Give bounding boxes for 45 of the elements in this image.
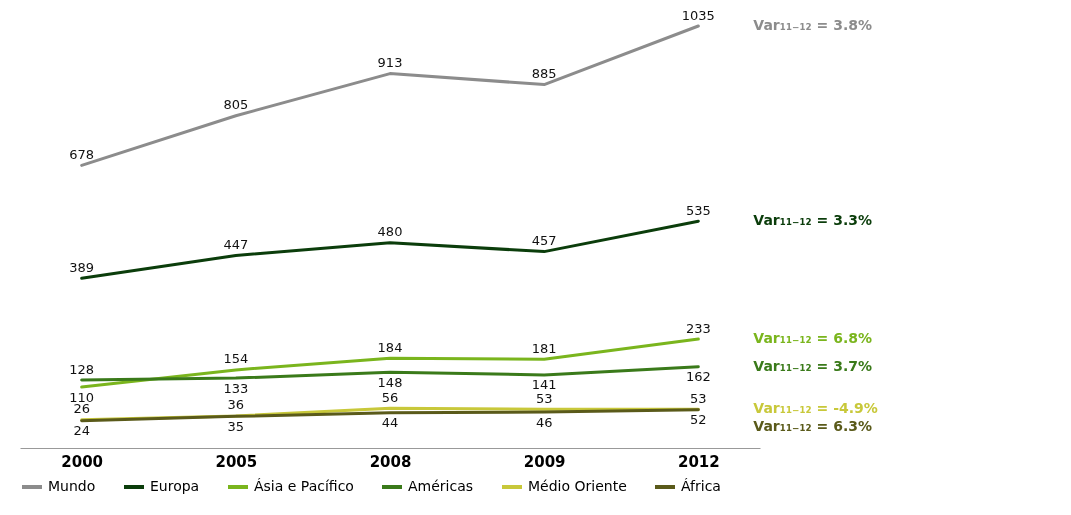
data-label: 53 xyxy=(690,390,707,406)
annotation: Var₁₁₋₁₂ = -4.9% xyxy=(753,400,878,417)
data-label: 35 xyxy=(227,418,245,434)
x-tick-label: 2005 xyxy=(215,452,258,471)
legend-label: Américas xyxy=(408,478,474,494)
data-label: 162 xyxy=(685,369,711,385)
data-label: 36 xyxy=(227,397,245,413)
data-label: 24 xyxy=(73,423,90,439)
data-label: 128 xyxy=(69,361,95,377)
annotation: Var₁₁₋₁₂ = 6.3% xyxy=(753,418,872,435)
data-label: 184 xyxy=(377,339,403,355)
data-label: 56 xyxy=(381,389,399,405)
data-label: 678 xyxy=(69,146,95,162)
annotation: Var₁₁₋₁₂ = 3.7% xyxy=(753,357,872,374)
data-label: 447 xyxy=(223,237,249,253)
data-label: 805 xyxy=(223,97,249,113)
data-label: 480 xyxy=(377,224,403,240)
data-label: 535 xyxy=(685,202,711,218)
legend-label: Europa xyxy=(150,478,200,494)
data-label: 52 xyxy=(690,412,707,428)
data-label: 44 xyxy=(381,415,399,431)
data-label: 913 xyxy=(377,55,403,71)
x-tick-label: 2008 xyxy=(369,452,412,471)
data-label: 141 xyxy=(531,377,557,393)
data-label: 148 xyxy=(377,374,403,390)
x-tick-label: 2000 xyxy=(61,452,104,471)
x-tick-label: 2009 xyxy=(523,452,566,471)
data-label: 885 xyxy=(531,66,557,82)
data-label: 53 xyxy=(535,390,553,406)
x-tick-label: 2012 xyxy=(677,452,720,471)
annotation: Var₁₁₋₁₂ = 3.8% xyxy=(753,17,872,33)
legend-label: África xyxy=(681,478,721,494)
data-label: 233 xyxy=(685,320,711,336)
annotation: Var₁₁₋₁₂ = 3.3% xyxy=(753,212,872,229)
data-label: 389 xyxy=(69,259,95,275)
data-label: 46 xyxy=(535,414,553,430)
annotation: Var₁₁₋₁₂ = 6.8% xyxy=(753,330,872,347)
legend-label: Médio Oriente xyxy=(528,478,627,494)
data-label: 133 xyxy=(223,380,249,396)
data-label: 1035 xyxy=(681,7,715,23)
data-label: 181 xyxy=(531,340,557,356)
legend-label: Ásia e Pacífico xyxy=(254,478,354,494)
data-label: 457 xyxy=(531,233,557,249)
data-label: 154 xyxy=(223,351,249,367)
legend-label: Mundo xyxy=(48,478,96,494)
